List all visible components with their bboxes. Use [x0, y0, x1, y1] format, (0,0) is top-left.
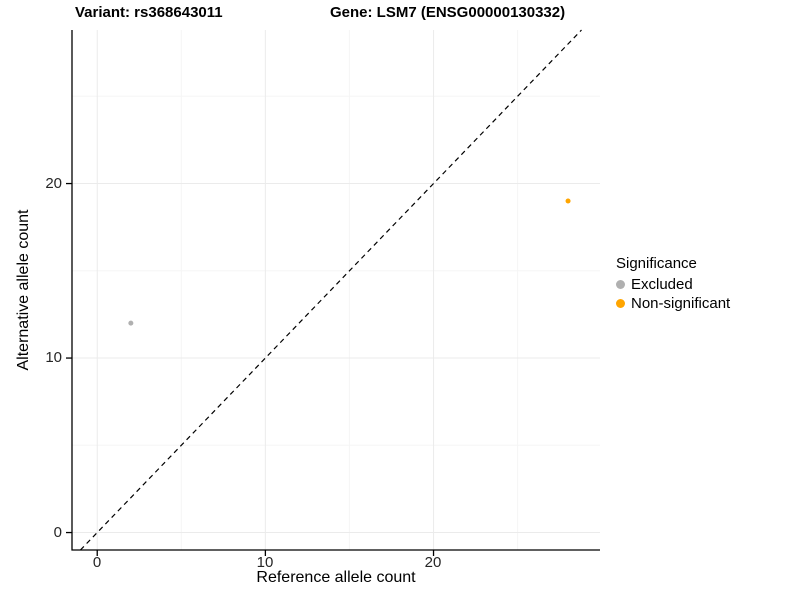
y-tick-label-0: 0 [53, 524, 62, 541]
x-tick-label-10: 10 [256, 554, 274, 571]
legend-item-label: Non-significant [631, 295, 731, 312]
x-tick-label-0: 0 [92, 554, 102, 571]
y-axis-title: Alternative allele count [15, 209, 32, 371]
excluded-swatch-icon [616, 280, 625, 289]
plot-title-variant: Variant: rs368643011 [75, 4, 223, 21]
legend-item-excluded: Excluded [616, 276, 730, 293]
legend-item-non-significant: Non-significant [616, 295, 730, 312]
non-significant-swatch-icon [616, 299, 625, 308]
legend-item-label: Excluded [631, 276, 693, 293]
y-tick-label-10: 10 [45, 349, 62, 366]
plot-title-gene: Gene: LSM7 (ENSG00000130332) [330, 4, 566, 21]
legend: Significance Excluded Non-significant [616, 255, 730, 314]
y-tick-label-20: 20 [45, 175, 62, 192]
x-axis-title: Reference allele count [256, 569, 416, 586]
legend-title: Significance [616, 255, 697, 272]
x-tick-label-20: 20 [424, 554, 442, 571]
